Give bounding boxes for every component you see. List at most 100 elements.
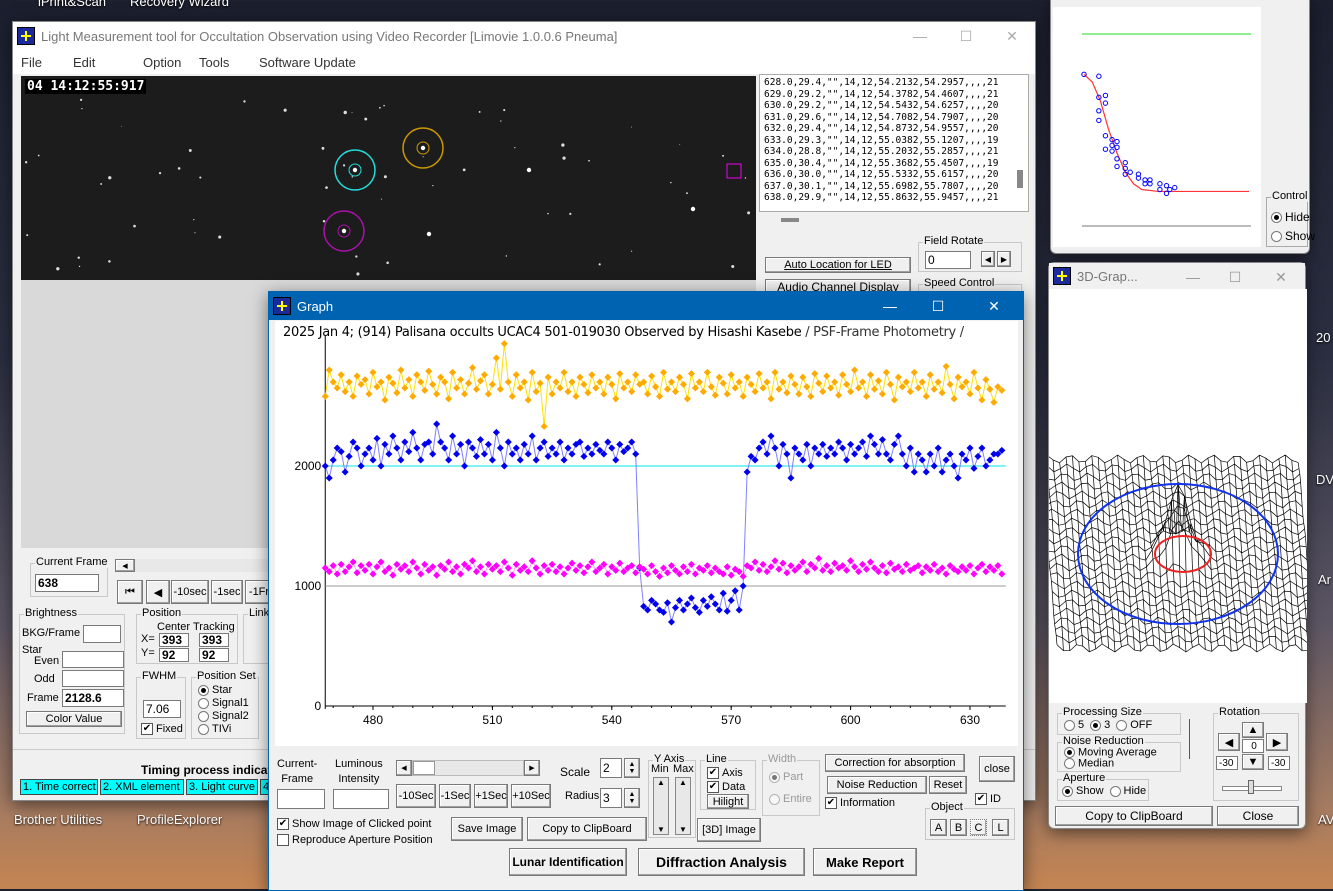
rotate-right-3d-button[interactable]: ▶ (1266, 733, 1288, 751)
graph-plot-panel[interactable]: 2025 Jan 4; (914) Palisana occults UCAC4… (275, 321, 1018, 746)
close-button[interactable]: ✕ (989, 22, 1035, 50)
center-y-value[interactable]: 92 (159, 648, 189, 662)
object-a-button[interactable]: A (930, 819, 947, 836)
fwhm-input[interactable]: 7.06 (143, 700, 181, 718)
radio-button[interactable] (1110, 786, 1121, 797)
radio-button[interactable] (1090, 720, 1101, 731)
object-l-button[interactable]: L (992, 819, 1009, 836)
radio-option[interactable]: Hide (1110, 785, 1147, 797)
tracking-x-value[interactable]: 393 (199, 633, 229, 647)
desktop-icon-profile[interactable]: ProfileExplorer (137, 812, 222, 827)
graph-scroll-right[interactable]: ▶ (524, 760, 540, 776)
radio-button[interactable] (1062, 786, 1073, 797)
graph3d-close-button[interactable]: Close (1217, 806, 1299, 826)
current-frame-input[interactable]: 638 (35, 574, 99, 592)
radio-option[interactable]: Show (1062, 785, 1104, 797)
y-max-scrollbar[interactable]: ▲▼ (675, 777, 691, 835)
menu-file[interactable]: File (21, 55, 73, 70)
back-10sec-button[interactable]: -10sec (171, 580, 209, 604)
graph3d-minimize[interactable]: — (1173, 263, 1213, 291)
axis-checkbox[interactable]: ✔ (707, 767, 719, 779)
desktop-icon-d[interactable]: AV (1318, 812, 1333, 827)
rotate-left-3d-button[interactable]: ◀ (1218, 733, 1240, 751)
data-checkbox[interactable]: ✔ (707, 781, 719, 793)
id-checkbox[interactable]: ✔ (975, 793, 987, 805)
menu-software-update[interactable]: Software Update (259, 55, 356, 70)
radio-option[interactable]: Signal1 (198, 697, 249, 710)
graph3d-close[interactable]: ✕ (1261, 263, 1301, 291)
graph-title-bar[interactable]: Graph — ☐ ✕ (269, 292, 1023, 320)
graph-scrollbar[interactable] (412, 760, 524, 776)
reproduce-aperture-checkbox[interactable] (277, 834, 289, 846)
main-title-bar[interactable]: Light Measurement tool for Occultation O… (13, 22, 1035, 50)
log-vscroll-thumb[interactable] (1017, 170, 1023, 188)
light-curve-chart[interactable]: 480510540570600630010002000 (275, 321, 1018, 746)
radio-option[interactable]: Star (198, 684, 249, 697)
video-frame[interactable]: 04 14:12:55:917 (21, 76, 756, 280)
center-x-value[interactable]: 393 (159, 633, 189, 647)
scale-spinner[interactable]: ▲▼ (624, 758, 640, 778)
desktop-icon-c[interactable]: Ar (1318, 572, 1331, 587)
save-image-button[interactable]: Save Image (451, 817, 523, 841)
show-image-checkbox[interactable]: ✔ (277, 818, 289, 830)
show-radio[interactable] (1271, 231, 1282, 242)
menu-option[interactable]: Option (143, 55, 199, 70)
plus-1sec-button[interactable]: +1Sec (474, 784, 508, 808)
3d-psf-mesh[interactable] (1049, 289, 1307, 703)
desktop-icon-b[interactable]: DV (1316, 472, 1333, 487)
minus-10sec-button[interactable]: -10Sec (396, 784, 436, 808)
3d-image-button[interactable]: [3D] Image (697, 818, 761, 842)
graph-close-button[interactable]: ✕ (971, 292, 1017, 320)
maximize-button[interactable]: ☐ (943, 22, 989, 50)
radio-option[interactable]: OFF (1116, 719, 1152, 731)
radio-option[interactable]: 5 (1064, 719, 1084, 731)
radio-option[interactable]: 3 (1090, 719, 1110, 731)
first-frame-button[interactable]: ⏮ (117, 580, 143, 604)
radio-option[interactable]: Moving Average (1064, 747, 1157, 758)
object-c-button[interactable]: C (970, 819, 987, 836)
information-checkbox[interactable]: ✔ (825, 797, 837, 809)
menu-tools[interactable]: Tools (199, 55, 259, 70)
minimize-button[interactable]: — (897, 22, 943, 50)
radio-button[interactable] (198, 698, 209, 709)
log-hscroll-thumb[interactable] (781, 218, 799, 222)
noise-reduction-button[interactable]: Noise Reduction (827, 776, 927, 794)
radius-spinner[interactable]: ▲▼ (624, 788, 640, 808)
graph-copy-clipboard-button[interactable]: Copy to ClipBoard (527, 817, 647, 841)
radio-button[interactable] (1064, 758, 1075, 769)
reset-button[interactable]: Reset (929, 776, 967, 794)
desktop-icon-a[interactable]: 20 (1316, 330, 1330, 345)
y-min-scrollbar[interactable]: ▲▼ (653, 777, 669, 835)
luminous-intensity-input[interactable] (333, 789, 389, 809)
rotate-up-button[interactable]: ▲ (1242, 722, 1264, 738)
prev-frame-button[interactable]: ◀ (146, 580, 170, 604)
radio-button[interactable] (1064, 747, 1075, 758)
graph-minimize-button[interactable]: — (867, 292, 913, 320)
radio-option[interactable]: TIVi (198, 723, 249, 736)
correction-absorption-button[interactable]: Correction for absorption (825, 754, 965, 772)
plus-10sec-button[interactable]: +10Sec (511, 784, 551, 808)
timing-step-light-curve[interactable]: 3. Light curve (186, 779, 258, 795)
desktop-icon-iprint[interactable]: iPrint&Scan (38, 0, 106, 9)
hilight-button[interactable]: Hilight (707, 794, 749, 809)
object-b-button[interactable]: B (950, 819, 967, 836)
graph-scroll-left[interactable]: ◀ (396, 760, 412, 776)
rotation-slider-thumb[interactable] (1248, 780, 1254, 794)
graph3d-title-bar[interactable]: 3D-Grap... — ☐ ✕ (1049, 263, 1305, 289)
radio-button[interactable] (1064, 720, 1075, 731)
graph-controls-close-button[interactable]: close (979, 756, 1015, 782)
hide-radio[interactable] (1271, 212, 1282, 223)
radio-option[interactable]: Signal2 (198, 710, 249, 723)
threshold-slider[interactable] (1189, 719, 1195, 759)
graph-maximize-button[interactable]: ☐ (915, 292, 961, 320)
graph-current-frame-input[interactable] (277, 789, 325, 809)
diffraction-analysis-button[interactable]: Diffraction Analysis (638, 848, 805, 876)
back-1sec-button[interactable]: -1sec (211, 580, 243, 604)
timing-step-xml-element[interactable]: 2. XML element (100, 779, 184, 795)
graph3d-maximize[interactable]: ☐ (1215, 263, 1255, 291)
rotate-down-button[interactable]: ▼ (1242, 754, 1264, 770)
color-value-button[interactable]: Color Value (26, 711, 122, 727)
field-rotate-input[interactable]: 0 (925, 251, 971, 269)
fwhm-fixed-checkbox[interactable]: ✔Fixed (141, 723, 183, 735)
tracking-y-value[interactable]: 92 (199, 648, 229, 662)
